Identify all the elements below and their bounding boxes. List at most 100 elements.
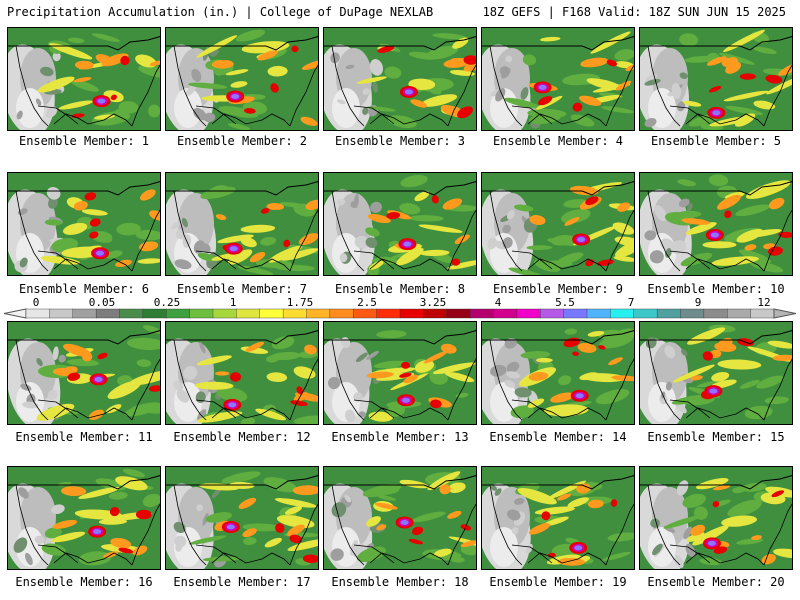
precip-map — [8, 28, 160, 130]
ensemble-map-panel — [7, 321, 161, 425]
colorbar-low-arrow — [3, 308, 27, 319]
precip-map — [640, 28, 792, 130]
colorbar-swatch — [72, 308, 97, 319]
ensemble-member-label: Ensemble Member: 2 — [176, 134, 308, 148]
ensemble-member-label: Ensemble Member: 17 — [173, 575, 311, 589]
colorbar-swatch — [259, 308, 284, 319]
colorbar-swatch — [446, 308, 471, 319]
colorbar-swatch — [119, 308, 144, 319]
ensemble-map-panel — [481, 172, 635, 276]
ensemble-map-panel — [7, 466, 161, 570]
precip-map — [482, 28, 634, 130]
colorbar-swatch — [610, 308, 635, 319]
colorbar-swatch — [563, 308, 588, 319]
ensemble-member-label: Ensemble Member: 6 — [18, 282, 150, 296]
colorbar-high-arrow — [773, 308, 797, 319]
ensemble-map-panel — [7, 27, 161, 131]
ensemble-member-label: Ensemble Member: 7 — [176, 282, 308, 296]
ensemble-member-label: Ensemble Member: 19 — [489, 575, 627, 589]
colorbar-swatch — [353, 308, 378, 319]
ensemble-map-panel — [639, 321, 793, 425]
precip-map — [640, 173, 792, 275]
precip-colorbar: 0 0.05 0.25 1 1.75 2.5 3.25 4 5.5 7 9 12 — [3, 296, 797, 319]
precip-map — [640, 467, 792, 569]
colorbar-swatch — [727, 308, 752, 319]
colorbar-swatch — [25, 308, 50, 319]
colorbar-swatch — [166, 308, 191, 319]
ensemble-member-label: Ensemble Member: 3 — [334, 134, 466, 148]
precip-map — [324, 467, 476, 569]
colorbar-swatch — [95, 308, 120, 319]
valid-time-title: 18Z GEFS | F168 Valid: 18Z SUN JUN 15 20… — [482, 5, 786, 19]
ensemble-map-panel — [639, 172, 793, 276]
ensemble-member-label: Ensemble Member: 9 — [492, 282, 624, 296]
ensemble-member-label: Ensemble Member: 8 — [334, 282, 466, 296]
ensemble-member-label: Ensemble Member: 16 — [15, 575, 153, 589]
colorbar-tick-label: 4 — [495, 296, 502, 309]
ensemble-member-label: Ensemble Member: 14 — [489, 430, 627, 444]
colorbar-swatch — [282, 308, 307, 319]
precip-map — [8, 173, 160, 275]
ensemble-member-label: Ensemble Member: 11 — [15, 430, 153, 444]
precip-map — [482, 173, 634, 275]
ensemble-map-panel — [165, 321, 319, 425]
colorbar-tick-label: 7 — [628, 296, 635, 309]
ensemble-member-label: Ensemble Member: 10 — [647, 282, 785, 296]
colorbar-swatch — [376, 308, 401, 319]
colorbar-swatch — [633, 308, 658, 319]
ensemble-member-label: Ensemble Member: 12 — [173, 430, 311, 444]
colorbar-swatch — [680, 308, 705, 319]
colorbar-tick-label: 9 — [695, 296, 702, 309]
ensemble-map-panel — [323, 321, 477, 425]
colorbar-swatch — [516, 308, 541, 319]
chart-title: Precipitation Accumulation (in.) | Colle… — [7, 5, 434, 19]
colorbar-swatch — [142, 308, 167, 319]
ensemble-map-panel — [481, 466, 635, 570]
colorbar-swatch — [189, 308, 214, 319]
colorbar-tick-label: 2.5 — [357, 296, 377, 309]
precip-map — [640, 322, 792, 424]
colorbar-tick-label: 1 — [230, 296, 237, 309]
colorbar-tick-label: 12 — [757, 296, 770, 309]
ensemble-map-panel — [323, 172, 477, 276]
colorbar-tick-label: 0.05 — [89, 296, 116, 309]
ensemble-map-panel — [481, 321, 635, 425]
colorbar-swatch — [423, 308, 448, 319]
precip-map — [166, 322, 318, 424]
ensemble-map-panel — [165, 172, 319, 276]
precip-map — [482, 467, 634, 569]
ensemble-map-panel — [165, 466, 319, 570]
colorbar-tick-label: 0.25 — [154, 296, 181, 309]
colorbar-swatch — [306, 308, 331, 319]
colorbar-swatch — [703, 308, 728, 319]
colorbar-swatch — [399, 308, 424, 319]
ensemble-member-label: Ensemble Member: 1 — [18, 134, 150, 148]
colorbar-swatch — [586, 308, 611, 319]
ensemble-map-panel — [639, 27, 793, 131]
precip-map — [324, 28, 476, 130]
colorbar-swatch — [49, 308, 74, 319]
precip-map — [324, 322, 476, 424]
ensemble-map-panel — [165, 27, 319, 131]
colorbar-swatch — [540, 308, 565, 319]
colorbar-tick-label: 1.75 — [287, 296, 314, 309]
colorbar-tick-label: 0 — [33, 296, 40, 309]
precip-map — [166, 28, 318, 130]
ensemble-member-label: Ensemble Member: 18 — [331, 575, 469, 589]
colorbar-swatch — [212, 308, 237, 319]
precip-map — [324, 173, 476, 275]
colorbar-swatch — [750, 308, 775, 319]
colorbar-swatch — [329, 308, 354, 319]
ensemble-member-label: Ensemble Member: 20 — [647, 575, 785, 589]
colorbar-swatch — [469, 308, 494, 319]
colorbar-swatch — [236, 308, 261, 319]
precip-map — [8, 467, 160, 569]
colorbar-tick-label: 3.25 — [420, 296, 447, 309]
colorbar-swatch — [493, 308, 518, 319]
precip-map — [8, 322, 160, 424]
ensemble-member-label: Ensemble Member: 13 — [331, 430, 469, 444]
ensemble-member-label: Ensemble Member: 5 — [650, 134, 782, 148]
precip-map — [166, 173, 318, 275]
ensemble-map-panel — [7, 172, 161, 276]
precip-map — [482, 322, 634, 424]
